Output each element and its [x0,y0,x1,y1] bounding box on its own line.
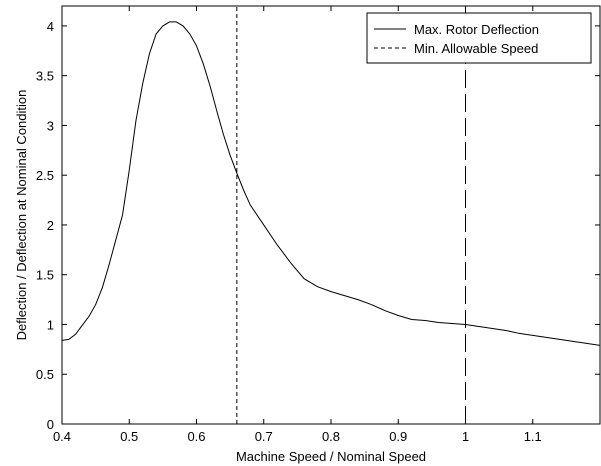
y-tick-label: 0.5 [36,367,54,382]
x-tick-label: 0.8 [322,429,340,444]
y-axis-ticks: 0 0.5 1 1.5 2 2.5 3 3.5 4 [36,19,600,432]
series-marks [61,6,601,424]
x-axis-label: Machine Speed / Nominal Speed [236,449,426,464]
y-tick-label: 1 [47,317,54,332]
y-tick-label: 2.5 [36,168,54,183]
x-axis-ticks: 0.4 0.5 0.6 0.7 0.8 0.9 1 1.1 [53,6,542,444]
y-tick-label: 0 [47,417,54,432]
x-tick-label: 1.1 [524,429,542,444]
x-tick-label: 0.9 [389,429,407,444]
series-line-rotor-deflection [61,21,601,346]
y-tick-label: 1.5 [36,268,54,283]
legend-label-min-speed: Min. Allowable Speed [414,41,538,56]
plot-area [61,5,601,425]
x-tick-label: 0.5 [120,429,138,444]
x-tick-label: 1 [462,429,469,444]
y-tick-label: 3 [47,118,54,133]
legend: Max. Rotor Deflection Min. Allowable Spe… [366,12,592,64]
x-tick-label: 0.6 [187,429,205,444]
legend-box [366,12,592,64]
x-tick-label: 0.4 [53,429,71,444]
y-tick-label: 3.5 [36,69,54,84]
y-tick-label: 2 [47,218,54,233]
plot-frame [61,5,601,425]
legend-label-rotor-deflection: Max. Rotor Deflection [414,22,539,37]
y-tick-label: 4 [47,19,54,34]
x-tick-label: 0.7 [255,429,273,444]
y-axis-label: Deflection / Deflection at Nominal Condi… [14,90,29,341]
